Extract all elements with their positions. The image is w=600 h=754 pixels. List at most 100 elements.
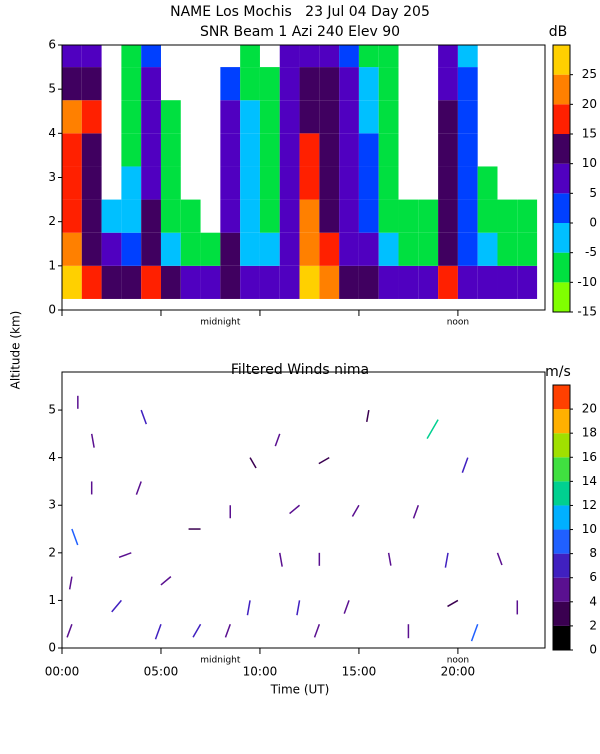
colorbar-swatch bbox=[553, 409, 570, 434]
snr-cell bbox=[418, 265, 439, 299]
snr-cell bbox=[358, 67, 379, 101]
snr-cell bbox=[378, 100, 399, 134]
snr-cell bbox=[160, 133, 181, 167]
snr-cell bbox=[438, 45, 458, 68]
annotation: midnight bbox=[200, 656, 241, 666]
colorbar-swatch bbox=[553, 601, 570, 626]
snr-cell bbox=[240, 199, 260, 233]
colorbar-tick-label: 10 bbox=[582, 522, 597, 536]
snr-cell bbox=[299, 133, 320, 167]
colorbar-swatch bbox=[553, 282, 570, 312]
snr-cell bbox=[299, 45, 320, 68]
snr-cell bbox=[279, 265, 300, 299]
snr-cell bbox=[378, 199, 399, 233]
snr-cell bbox=[279, 232, 300, 266]
wind-barb bbox=[249, 457, 257, 469]
snr-cell bbox=[319, 100, 340, 134]
snr-cell bbox=[81, 67, 102, 101]
snr-cell bbox=[121, 232, 142, 266]
wind-barb bbox=[135, 481, 142, 495]
x-axis-label: Time (UT) bbox=[270, 683, 330, 697]
wind-barb bbox=[387, 552, 392, 566]
y-tick-label: 2 bbox=[48, 214, 56, 228]
colorbar-tick-label: 20 bbox=[582, 97, 597, 111]
snr-cell bbox=[378, 166, 399, 200]
wind-barb bbox=[140, 409, 148, 425]
snr-cell bbox=[141, 133, 161, 167]
snr-cell bbox=[418, 199, 439, 233]
snr-cell bbox=[497, 265, 518, 299]
snr-cell bbox=[121, 45, 142, 68]
snr-cell bbox=[358, 265, 379, 299]
wind-barb bbox=[111, 599, 122, 613]
snr-cell bbox=[220, 265, 241, 299]
snr-cell bbox=[180, 265, 201, 299]
x-tick-label: 05:00 bbox=[144, 665, 179, 679]
colorbar-tick-label: 4 bbox=[589, 594, 597, 608]
colorbar-tick-label: 8 bbox=[589, 546, 597, 560]
snr-cell bbox=[477, 232, 498, 266]
colorbar-tick-label: 2 bbox=[589, 618, 597, 632]
snr-cell bbox=[81, 265, 102, 299]
snr-cell bbox=[160, 199, 181, 233]
snr-cell bbox=[279, 67, 300, 101]
snr-cell bbox=[339, 67, 359, 101]
colorbar-tick-label: 6 bbox=[589, 570, 597, 584]
y-tick-label: 0 bbox=[48, 303, 56, 317]
snr-cell bbox=[160, 232, 181, 266]
wind-barb bbox=[274, 433, 281, 447]
wind-barb bbox=[154, 623, 162, 640]
colorbar-swatch bbox=[553, 223, 570, 253]
snr-cell bbox=[141, 199, 161, 233]
snr-cell bbox=[81, 166, 102, 200]
snr-cell bbox=[240, 67, 260, 101]
snr-cell bbox=[160, 100, 181, 134]
colorbar-swatch bbox=[553, 481, 570, 506]
snr-cell bbox=[319, 265, 340, 299]
annotation: midnight bbox=[200, 318, 241, 328]
snr-cell bbox=[517, 232, 538, 266]
colorbar-tick-label: -5 bbox=[585, 245, 597, 259]
page-title: NAME Los Mochis 23 Jul 04 Day 205 bbox=[170, 4, 430, 20]
colorbar-tick-label: -10 bbox=[577, 275, 597, 289]
wind-barb bbox=[66, 623, 73, 638]
snr-cell bbox=[240, 133, 260, 167]
plot-frame bbox=[61, 371, 546, 649]
y-axis-label: Altitude (km) bbox=[9, 311, 23, 390]
colorbar-tick-label: 15 bbox=[582, 127, 597, 141]
y-tick-label: 3 bbox=[48, 498, 56, 512]
wind-barb bbox=[224, 623, 231, 638]
snr-cell bbox=[180, 232, 201, 266]
snr-cell bbox=[299, 232, 320, 266]
colorbar-tick-label: -15 bbox=[577, 305, 597, 319]
snr-cell bbox=[220, 232, 241, 266]
colorbar-tick-label: 10 bbox=[582, 156, 597, 170]
snr-cell bbox=[319, 67, 340, 101]
chart-title: SNR Beam 1 Azi 240 Elev 90 bbox=[200, 24, 400, 40]
snr-cell bbox=[299, 100, 320, 134]
colorbar-tick-label: 0 bbox=[589, 643, 597, 657]
snr-cell bbox=[121, 100, 142, 134]
colorbar-tick-label: 5 bbox=[589, 186, 597, 200]
snr-cell bbox=[517, 199, 538, 233]
wind-barb bbox=[343, 600, 350, 614]
colorbar-swatch bbox=[553, 45, 570, 75]
snr-cell bbox=[101, 265, 122, 299]
snr-cell bbox=[141, 166, 161, 200]
snr-cell bbox=[121, 133, 142, 167]
y-tick-label: 4 bbox=[48, 450, 56, 464]
snr-cell bbox=[279, 199, 300, 233]
colorbar-swatch bbox=[553, 104, 570, 134]
colorbar-swatch bbox=[553, 163, 570, 194]
wind-barb bbox=[160, 576, 172, 586]
snr-cell bbox=[299, 67, 320, 101]
colorbar-frame bbox=[552, 44, 571, 313]
colorbar-tick-label: 12 bbox=[582, 498, 597, 512]
colorbar-swatch bbox=[553, 553, 570, 578]
snr-cell bbox=[457, 166, 478, 200]
snr-cell bbox=[319, 133, 340, 167]
wind-barb bbox=[313, 623, 321, 638]
snr-cell bbox=[62, 166, 82, 200]
snr-cell bbox=[279, 100, 300, 134]
colorbar-swatch bbox=[553, 134, 570, 164]
